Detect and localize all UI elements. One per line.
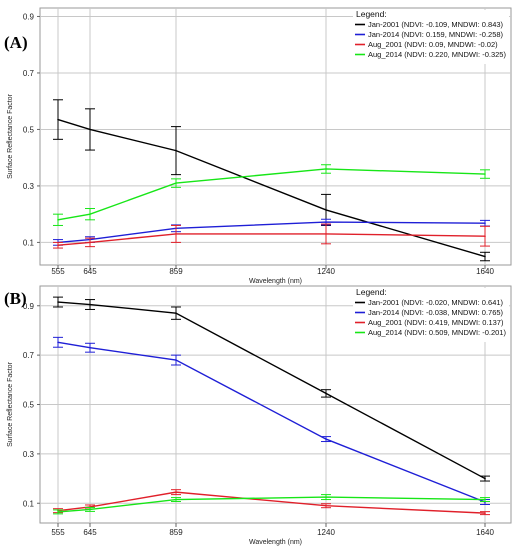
data-point (325, 392, 327, 395)
data-point (484, 255, 486, 258)
y-tick-label: 0.5 (23, 401, 35, 410)
data-point (57, 244, 59, 247)
data-point (175, 149, 177, 152)
legend-entry: Jan-2014 (NDVI: -0.038, MNDWI: 0.765) (368, 308, 504, 317)
series-0 (53, 296, 490, 482)
x-tick-label: 555 (51, 267, 65, 276)
data-point (175, 491, 177, 493)
y-tick-label: 0.7 (23, 351, 35, 360)
series-0 (53, 99, 490, 262)
series-3 (53, 494, 490, 515)
data-point (484, 222, 486, 225)
data-point (484, 512, 486, 514)
data-point (325, 504, 327, 507)
panel-label: (B) (4, 289, 27, 308)
panel-label: (A) (4, 33, 28, 52)
data-point (325, 496, 327, 498)
chart-panel-b: 0.1 0.3 0.5 0.7 0.9 555 645 859 1240 1640 Waveleng… (4, 285, 512, 546)
legend-entry: Aug_2014 (NDVI: 0.220, MNDWI: -0.325) (368, 50, 506, 59)
legend-box (353, 288, 509, 342)
data-point (325, 209, 327, 211)
data-point (175, 359, 177, 361)
y-axis-label: Surface Reflectance Factor (7, 361, 14, 446)
data-point (89, 241, 91, 244)
y-axis-label: Surface Reflectance Factor (7, 93, 14, 178)
data-point (57, 511, 59, 513)
data-point (89, 346, 91, 349)
data-point (484, 173, 486, 175)
x-tick-label: 1240 (317, 528, 335, 537)
data-point (89, 128, 91, 131)
y-tick-label: 0.9 (23, 302, 35, 311)
y-tick-label: 0.7 (23, 69, 35, 78)
data-point (484, 498, 486, 501)
x-tick-label: 859 (169, 528, 183, 537)
data-point (325, 233, 327, 235)
x-axis-label: Wavelength (nm) (249, 539, 302, 546)
series-2 (53, 223, 490, 249)
x-tick-label: 645 (83, 267, 97, 276)
y-tick-label: 0.3 (23, 450, 35, 459)
data-point (175, 233, 177, 235)
data-point (57, 219, 59, 221)
legend-entry: Aug_2001 (NDVI: 0.419, MNDWI: 0.137) (368, 318, 504, 327)
data-point (89, 508, 91, 511)
y-tick-label: 0.9 (23, 12, 35, 21)
x-tick-label: 555 (51, 528, 65, 537)
data-point (325, 438, 327, 440)
data-point (484, 235, 486, 237)
data-point (175, 182, 177, 184)
legend-entry: Aug_2001 (NDVI: 0.09, MNDWI: -0.02) (368, 40, 498, 49)
x-tick-label: 645 (83, 528, 97, 537)
y-tick-label: 0.1 (23, 499, 35, 508)
data-point (325, 221, 327, 223)
data-point (89, 213, 91, 215)
series-2 (53, 489, 490, 516)
y-tick-label: 0.5 (23, 125, 35, 134)
legend-entry: Jan-2014 (NDVI: 0.159, MNDWI: -0.258) (368, 30, 504, 39)
legend-title: Legend: (356, 287, 387, 297)
legend-entry: Aug_2014 (NDVI: 0.509, MNDWI: -0.201) (368, 328, 506, 337)
chart-panel-a: 0.1 0.3 0.5 0.7 0.9 555 645 859 1240 1640 Waveleng… (4, 7, 512, 285)
y-tick-label: 0.1 (23, 238, 35, 247)
x-axis-label: Wavelength (nm) (249, 278, 302, 285)
data-point (175, 312, 177, 314)
data-point (57, 341, 59, 344)
legend: Legend:Jan-2001 (NDVI: -0.020, MNDWI: 0.… (353, 287, 509, 342)
legend-entry: Jan-2001 (NDVI: -0.020, MNDWI: 0.641) (368, 298, 504, 307)
x-tick-label: 1640 (476, 528, 494, 537)
legend-box (353, 10, 509, 64)
data-point (57, 118, 59, 121)
data-point (484, 477, 486, 480)
legend: Legend:Jan-2001 (NDVI: -0.109, MNDWI: 0.… (353, 9, 509, 64)
data-point (89, 303, 91, 306)
data-point (325, 168, 327, 170)
data-point (57, 301, 59, 303)
x-tick-label: 1240 (317, 267, 335, 276)
legend-title: Legend: (356, 9, 387, 19)
x-tick-label: 859 (169, 267, 183, 276)
legend-entry: Jan-2001 (NDVI: -0.109, MNDWI: 0.843) (368, 20, 504, 29)
y-tick-label: 0.3 (23, 182, 35, 191)
data-point (175, 498, 177, 501)
x-tick-label: 1640 (476, 267, 494, 276)
series-3 (53, 164, 490, 226)
